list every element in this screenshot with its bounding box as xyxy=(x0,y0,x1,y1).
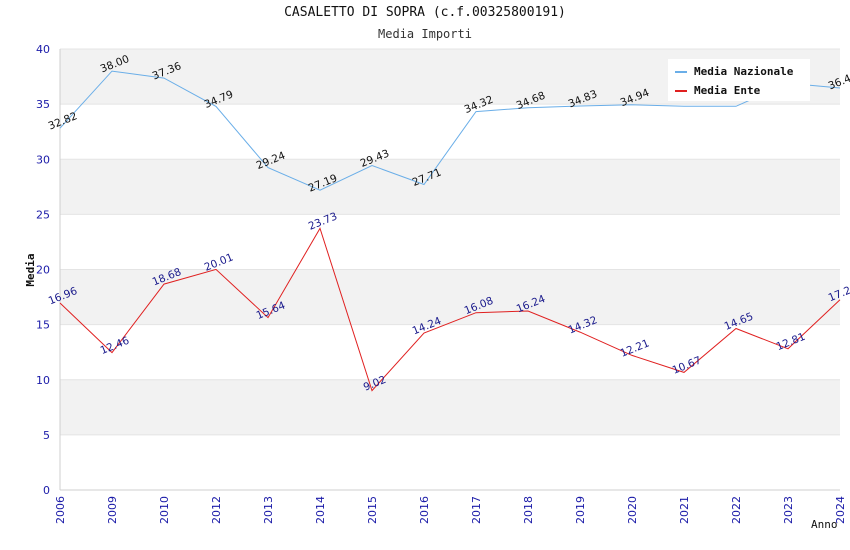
x-tick-label: 2015 xyxy=(366,496,379,524)
y-tick-label: 25 xyxy=(36,208,50,221)
x-tick-label: 2017 xyxy=(470,496,483,524)
y-tick-label: 0 xyxy=(43,484,50,497)
x-tick-labels: 2006 2009 2010 2012 2013 2014 2015 2016 2017 2018… xyxy=(54,496,847,524)
x-tick-label: 2014 xyxy=(314,496,327,524)
grid-band xyxy=(60,214,840,270)
chart-subtitle: Media Importi xyxy=(378,27,472,41)
grid-band xyxy=(60,434,840,490)
series-line-media-nazionale xyxy=(59,70,841,191)
x-axis-title: Anno xyxy=(811,518,838,531)
y-tick-label: 40 xyxy=(36,43,50,56)
y-tick-label: 20 xyxy=(36,264,50,277)
y-tick-labels: 0 5 10 15 20 25 30 35 40 xyxy=(36,43,50,497)
legend-box xyxy=(668,59,810,101)
axes xyxy=(59,49,840,491)
x-tick-label: 2023 xyxy=(782,496,795,524)
grid-band xyxy=(60,324,840,380)
grid-band xyxy=(60,104,840,160)
y-axis-title: Media xyxy=(24,253,37,286)
x-tick-label: 2010 xyxy=(158,496,171,524)
grid-band xyxy=(60,379,840,435)
y-tick-label: 30 xyxy=(36,153,50,166)
grid-bands xyxy=(60,48,840,491)
x-tick-label: 2006 xyxy=(54,496,67,524)
chart-title: CASALETTO DI SOPRA (c.f.00325800191) xyxy=(284,5,566,20)
legend: Media Nazionale Media Ente xyxy=(668,59,810,101)
x-tick-label: 2022 xyxy=(730,496,743,524)
x-tick-label: 2018 xyxy=(522,496,535,524)
x-tick-label: 2009 xyxy=(106,496,119,524)
y-tick-label: 15 xyxy=(36,319,50,332)
y-tick-label: 10 xyxy=(36,374,50,387)
x-tick-label: 2019 xyxy=(574,496,587,524)
x-tick-label: 2024 xyxy=(834,496,847,524)
legend-label-nazionale: Media Nazionale xyxy=(694,65,794,78)
x-tick-label: 2016 xyxy=(418,496,431,524)
grid-band xyxy=(60,159,840,215)
grid-band xyxy=(60,269,840,325)
y-tick-label: 5 xyxy=(43,429,50,442)
series-line-media-ente xyxy=(59,227,841,392)
legend-label-ente: Media Ente xyxy=(694,84,761,97)
x-tick-label: 2020 xyxy=(626,496,639,524)
x-tick-label: 2013 xyxy=(262,496,275,524)
x-tick-label: 2012 xyxy=(210,496,223,524)
y-tick-label: 35 xyxy=(36,98,50,111)
series-lines xyxy=(59,70,841,392)
x-tick-label: 2021 xyxy=(678,496,691,524)
